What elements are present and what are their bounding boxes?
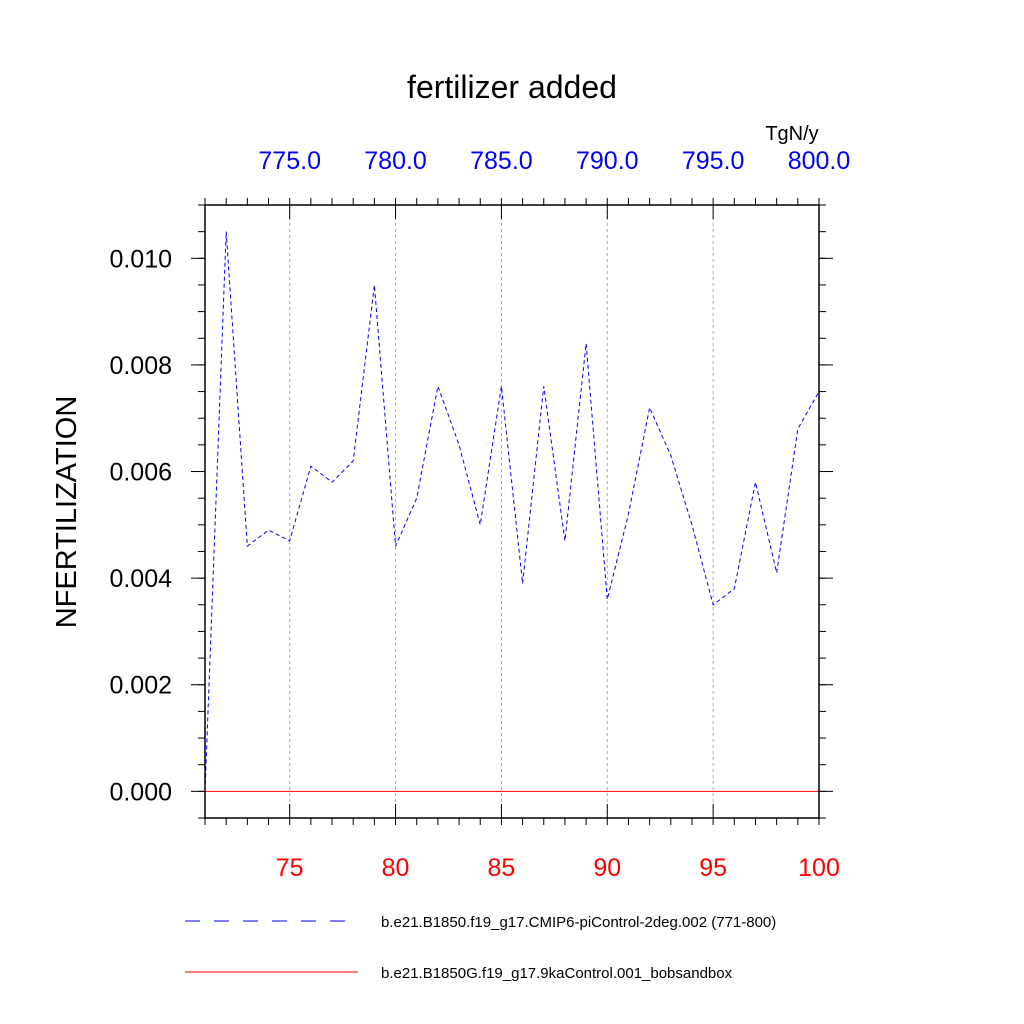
series-layer xyxy=(204,231,820,792)
y-axis-label: NFERTILIZATION xyxy=(51,396,83,629)
x-bottom-tick-label: 100 xyxy=(798,854,840,882)
y-tick-label: 0.000 xyxy=(109,778,172,806)
legend-label-1: b.e21.B1850.f19_g17.CMIP6-piControl-2deg… xyxy=(381,914,776,931)
tick-labels: 75 80 85 90 95 100 775.0 780.0 785.0 790.0 795.0 80… xyxy=(109,147,850,882)
units-label: TgN/y xyxy=(765,123,818,145)
y-tick-label: 0.004 xyxy=(109,565,172,593)
x-top-tick-label: 795.0 xyxy=(682,147,745,175)
x-top-tick-label: 800.0 xyxy=(788,147,851,175)
x-bottom-tick-label: 80 xyxy=(382,854,410,882)
y-tick-label: 0.006 xyxy=(109,459,172,487)
legend-label-2: b.e21.B1850G.f19_g17.9kaControl.001_bobs… xyxy=(381,965,733,982)
x-bottom-tick-label: 85 xyxy=(488,854,516,882)
x-top-tick-label: 785.0 xyxy=(470,147,533,175)
plot-frame xyxy=(204,204,820,819)
y-tick-label: 0.008 xyxy=(109,352,172,380)
legend: b.e21.B1850.f19_g17.CMIP6-piControl-2deg… xyxy=(185,914,776,982)
x-bottom-tick-label: 75 xyxy=(276,854,304,882)
x-bottom-tick-label: 90 xyxy=(593,854,621,882)
tick-marks xyxy=(191,198,833,825)
y-tick-label: 0.002 xyxy=(109,672,172,700)
series-line-1 xyxy=(204,231,820,792)
chart-title: fertilizer added xyxy=(407,69,617,105)
x-bottom-tick-label: 95 xyxy=(699,854,727,882)
x-top-tick-label: 780.0 xyxy=(364,147,427,175)
x-top-tick-label: 775.0 xyxy=(258,147,321,175)
x-top-tick-label: 790.0 xyxy=(576,147,639,175)
grid-lines xyxy=(289,205,820,818)
y-tick-label: 0.010 xyxy=(109,245,172,273)
